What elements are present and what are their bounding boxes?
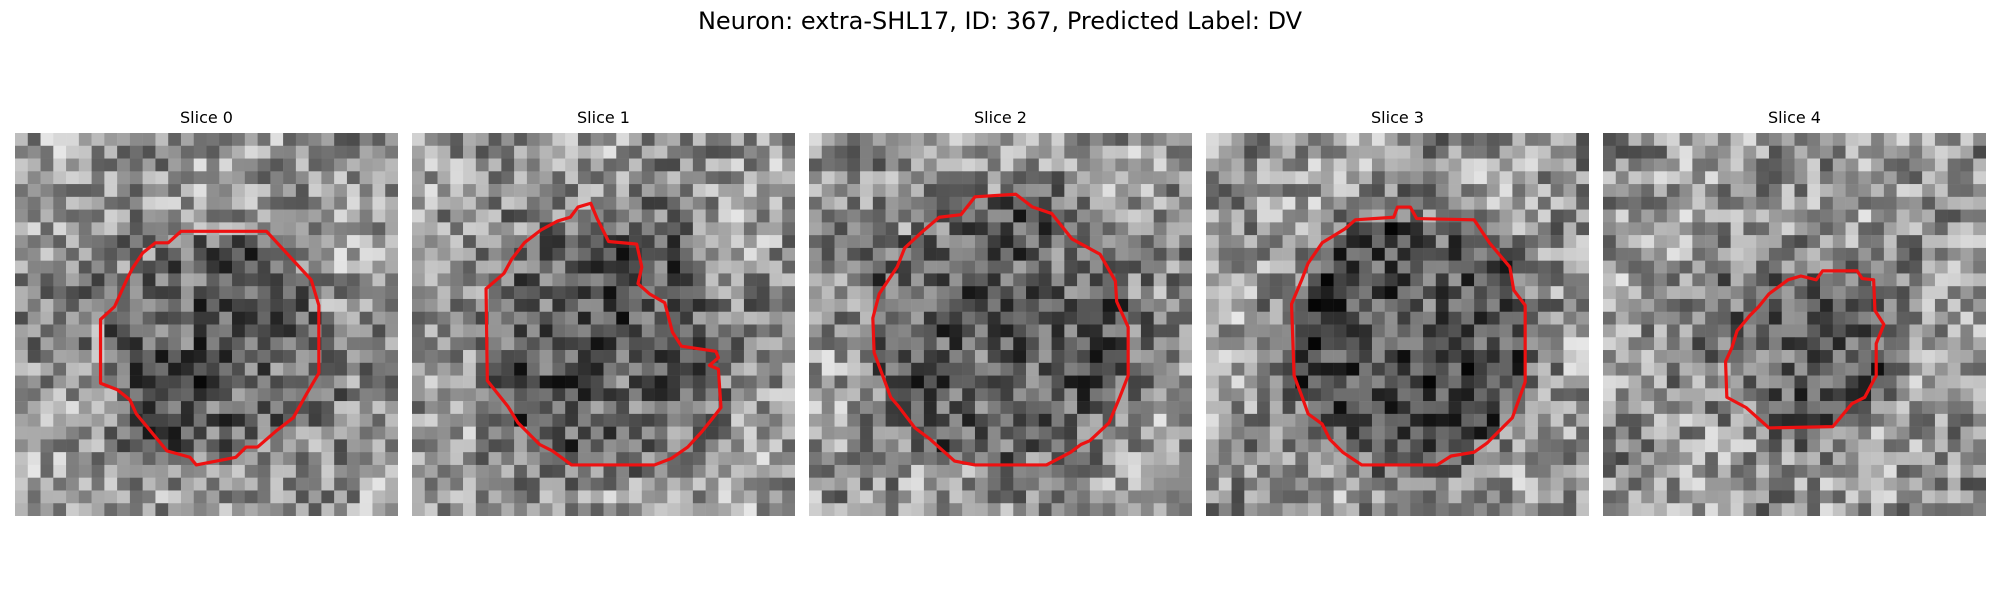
- roi-contour-4: [1723, 269, 1886, 430]
- slice-pixels-0: [15, 133, 398, 516]
- slice-image-1: [412, 133, 795, 516]
- slice-image-4: [1603, 133, 1986, 516]
- roi-contour-0: [98, 229, 321, 467]
- slice-pixels-4: [1603, 133, 1986, 516]
- slice-panel-2: Slice 2: [809, 108, 1192, 516]
- roi-contour-2: [871, 192, 1130, 467]
- slice-panel-1: Slice 1: [412, 108, 795, 516]
- slice-image-2: [809, 133, 1192, 516]
- slice-pixels-3: [1206, 133, 1589, 516]
- slice-image-0: [15, 133, 398, 516]
- slice-panel-4: Slice 4: [1603, 108, 1986, 516]
- slice-title-1: Slice 1: [577, 108, 630, 127]
- roi-contour-1: [484, 201, 723, 467]
- roi-contour-3: [1289, 205, 1527, 467]
- slice-title-4: Slice 4: [1768, 108, 1821, 127]
- figure-title: Neuron: extra-SHL17, ID: 367, Predicted …: [697, 7, 1303, 35]
- slice-panel-3: Slice 3: [1206, 108, 1589, 516]
- slice-title-0: Slice 0: [180, 108, 233, 127]
- slice-pixels-1: [412, 133, 795, 516]
- slice-title-2: Slice 2: [974, 108, 1027, 127]
- slice-title-3: Slice 3: [1371, 108, 1424, 127]
- slice-image-3: [1206, 133, 1589, 516]
- slice-panel-0: Slice 0: [15, 108, 398, 516]
- slice-pixels-2: [809, 133, 1192, 516]
